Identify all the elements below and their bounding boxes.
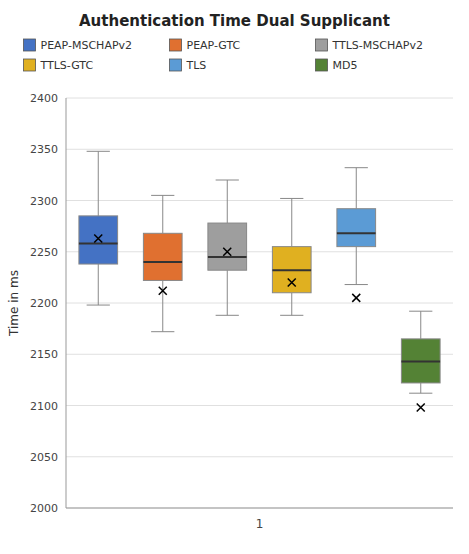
whisker [162, 195, 163, 233]
grid-line [66, 303, 453, 304]
legend-swatch [170, 39, 182, 51]
legend-swatch [170, 59, 182, 71]
legend-swatch [24, 59, 36, 71]
x-axis [66, 508, 453, 509]
y-tick-label: 2100 [30, 400, 58, 413]
whisker-cap [345, 284, 368, 285]
whisker-cap [151, 331, 174, 332]
mean-marker [417, 404, 425, 412]
y-tick-label: 2050 [30, 451, 58, 464]
y-axis-label: Time in ms [7, 270, 21, 337]
title: Authentication Time Dual Supplicant [79, 12, 390, 30]
whisker-cap [345, 167, 368, 168]
whisker [291, 198, 292, 246]
mean-marker [288, 279, 296, 287]
legend-label: TTLS-GTC [40, 59, 94, 72]
mean-marker [159, 287, 167, 295]
y-tick-label: 2200 [30, 297, 58, 310]
whisker [227, 270, 228, 315]
grid-line [66, 405, 453, 406]
y-tick-label: 2300 [30, 195, 58, 208]
whisker [291, 293, 292, 316]
median [401, 360, 440, 362]
whisker-cap [280, 315, 303, 316]
y-tick-label: 2150 [30, 348, 58, 361]
chart: Authentication Time Dual Supplicant PEAP-… [0, 0, 469, 554]
box [272, 247, 311, 293]
whisker-cap [280, 198, 303, 199]
mean-marker [352, 294, 360, 302]
box [401, 339, 440, 383]
y-tick-label: 2350 [30, 143, 58, 156]
box [337, 209, 376, 247]
y-tick-label: 2400 [30, 92, 58, 105]
whisker-cap [151, 195, 174, 196]
legend-swatch [24, 39, 36, 51]
whisker [98, 151, 99, 216]
grid-line [66, 251, 453, 252]
whisker [356, 168, 357, 209]
box [79, 216, 118, 264]
grid-line [66, 354, 453, 355]
x-tick-label: 1 [256, 517, 264, 531]
legend-swatch [316, 39, 328, 51]
whisker-cap [216, 180, 239, 181]
y-axis [66, 98, 67, 508]
legend-label: PEAP-MSCHAPv2 [41, 39, 133, 52]
mean-marker [94, 234, 102, 242]
legend-label: TLS [186, 59, 207, 72]
grid-line [66, 98, 453, 99]
grid-line [66, 508, 453, 509]
box [143, 233, 182, 280]
box [208, 223, 247, 270]
median [272, 269, 311, 271]
plot-area [79, 151, 440, 411]
grid-line [66, 149, 453, 150]
median [337, 232, 376, 234]
whisker [420, 383, 421, 393]
whisker-cap [87, 305, 110, 306]
grid-line [66, 456, 453, 457]
whisker [162, 280, 163, 331]
legend-label: MD5 [333, 59, 358, 72]
whisker-cap [409, 393, 432, 394]
whisker-cap [87, 151, 110, 152]
whisker [356, 247, 357, 285]
legend-label: PEAP-GTC [187, 39, 241, 52]
legend-swatch [316, 59, 328, 71]
whisker [98, 264, 99, 305]
y-tick-label: 2250 [30, 246, 58, 259]
y-tick-label: 2000 [30, 502, 58, 515]
median [208, 256, 247, 258]
legend-label: TTLS-MSCHAPv2 [332, 39, 423, 52]
mean-marker [223, 248, 231, 256]
median [143, 261, 182, 263]
whisker [420, 311, 421, 339]
whisker [227, 180, 228, 223]
grid-line [66, 200, 453, 201]
whisker-cap [216, 315, 239, 316]
median [79, 243, 118, 245]
whisker-cap [409, 311, 432, 312]
